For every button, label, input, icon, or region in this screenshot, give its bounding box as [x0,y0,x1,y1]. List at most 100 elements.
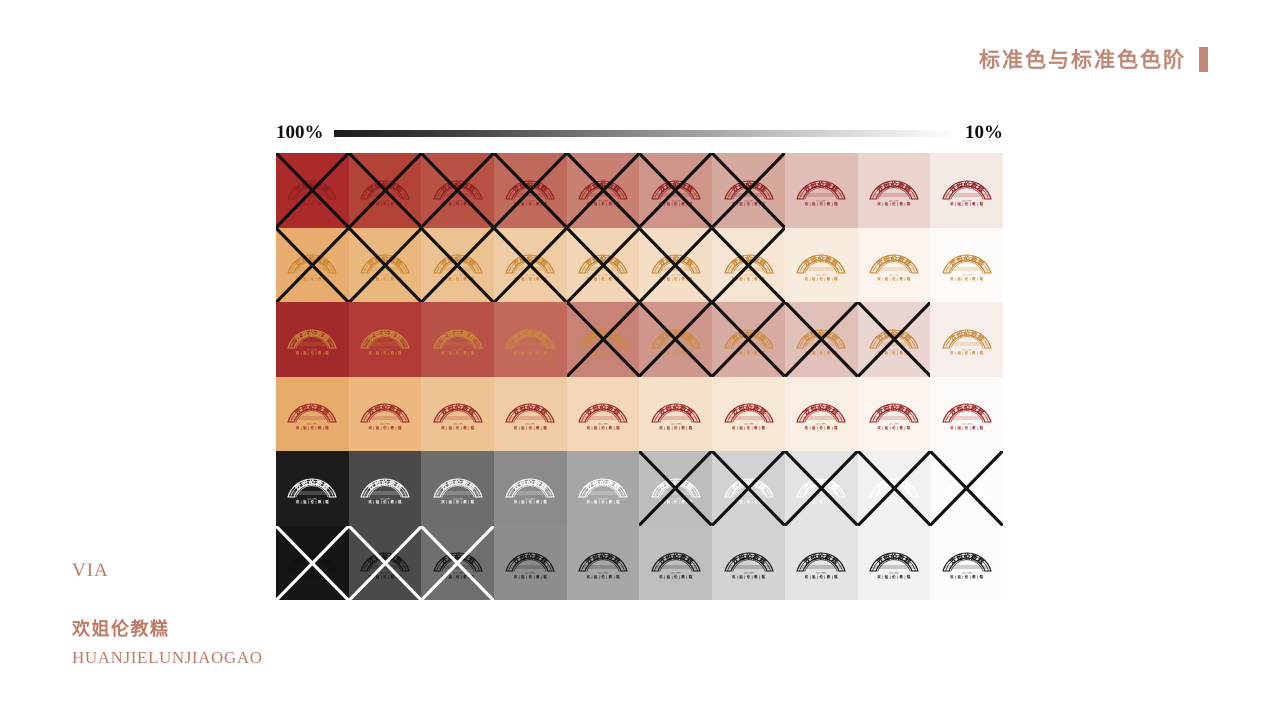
footer-via-label: VIA [72,560,109,581]
swatch-cell[interactable]: 欢姐伦教糕 HUANJIELUNJIAOGAO since 1895 欢 | 姐 | … [712,302,785,377]
svg-text:欢姐伦教糕: 欢姐伦教糕 [947,254,986,269]
brand-logo: 欢姐伦教糕 HUANJIELUNJIAOGAO since 1895 欢 | 姐 | … [866,468,922,508]
swatch-cell[interactable]: 欢姐伦教糕 HUANJIELUNJIAOGAO since 1895 欢 | 姐 | … [276,525,349,600]
svg-text:since 1895: since 1895 [598,573,609,575]
swatch-cell[interactable]: 欢姐伦教糕 HUANJIELUNJIAOGAO since 1895 欢 | 姐 | … [276,376,349,451]
swatch-cell[interactable]: 欢姐伦教糕 HUANJIELUNJIAOGAO since 1895 欢 | 姐 | … [494,302,567,377]
swatch-cell[interactable]: 欢姐伦教糕 HUANJIELUNJIAOGAO since 1895 欢 | 姐 | … [857,302,931,377]
swatch-cell[interactable]: 欢姐伦教糕 HUANJIELUNJIAOGAO since 1895 欢 | 姐 | … [712,153,785,228]
svg-text:欢姐伦教糕: 欢姐伦教糕 [365,478,404,493]
swatch-cell[interactable]: 欢姐伦教糕 HUANJIELUNJIAOGAO since 1895 欢 | 姐 | … [348,227,422,302]
swatch-cell[interactable]: 欢姐伦教糕 HUANJIELUNJIAOGAO since 1895 欢 | 姐 | … [784,525,858,600]
ruler-label-left: 100% [276,122,324,143]
svg-text:欢姐伦教糕: 欢姐伦教糕 [365,329,404,344]
swatch-cell[interactable]: 欢姐伦教糕 HUANJIELUNJIAOGAO since 1895 欢 | 姐 | … [421,376,495,451]
swatch-cell[interactable]: 欢姐伦教糕 HUANJIELUNJIAOGAO since 1895 欢 | 姐 | … [494,451,567,526]
swatch-cell[interactable]: 欢姐伦教糕 HUANJIELUNJIAOGAO since 1895 欢 | 姐 | … [712,525,785,600]
swatch-cell[interactable]: 欢姐伦教糕 HUANJIELUNJIAOGAO since 1895 欢 | 姐 | … [639,302,713,377]
swatch-cell[interactable]: 欢姐伦教糕 HUANJIELUNJIAOGAO since 1895 欢 | 姐 | … [348,302,422,377]
swatch-cell[interactable]: 欢姐伦教糕 HUANJIELUNJIAOGAO since 1895 欢 | 姐 | … [566,227,640,302]
swatch-cell[interactable]: 欢姐伦教糕 HUANJIELUNJIAOGAO since 1895 欢 | 姐 | … [930,525,1003,600]
brand-logo-subline: 欢 | 姐 | 伦 | 教 | 糕 [586,500,620,505]
swatch-cell[interactable]: 欢姐伦教糕 HUANJIELUNJIAOGAO since 1895 欢 | 姐 | … [566,451,640,526]
swatch-cell[interactable]: 欢姐伦教糕 HUANJIELUNJIAOGAO since 1895 欢 | 姐 | … [639,376,713,451]
swatch-cell[interactable]: 欢姐伦教糕 HUANJIELUNJIAOGAO since 1895 欢 | 姐 | … [421,302,495,377]
brand-logo-subline: 欢 | 姐 | 伦 | 教 | 糕 [877,574,911,579]
swatch-cell[interactable]: 欢姐伦教糕 HUANJIELUNJIAOGAO since 1895 欢 | 姐 | … [566,525,640,600]
svg-text:since 1895: since 1895 [526,498,537,500]
swatch-cell[interactable]: 欢姐伦教糕 HUANJIELUNJIAOGAO since 1895 欢 | 姐 | … [930,376,1003,451]
swatch-cell[interactable]: 欢姐伦教糕 HUANJIELUNJIAOGAO since 1895 欢 | 姐 | … [348,451,422,526]
brand-logo-subline: 欢 | 姐 | 伦 | 教 | 糕 [295,351,329,356]
brand-logo: 欢姐伦教糕 HUANJIELUNJIAOGAO since 1895 欢 | 姐 | … [866,543,922,583]
swatch-cell[interactable]: 欢姐伦教糕 HUANJIELUNJIAOGAO since 1895 欢 | 姐 | … [639,451,713,526]
brand-logo-subline: 欢 | 姐 | 伦 | 教 | 糕 [441,500,475,505]
swatch-cell[interactable]: 欢姐伦教糕 HUANJIELUNJIAOGAO since 1895 欢 | 姐 | … [276,302,349,377]
brand-logo: 欢姐伦教糕 HUANJIELUNJIAOGAO since 1895 欢 | 姐 | … [793,468,849,508]
brand-logo: 欢姐伦教糕 HUANJIELUNJIAOGAO since 1895 欢 | 姐 | … [502,468,558,508]
swatch-cell[interactable]: 欢姐伦教糕 HUANJIELUNJIAOGAO since 1895 欢 | 姐 | … [930,227,1003,302]
swatch-cell[interactable]: 欢姐伦教糕 HUANJIELUNJIAOGAO since 1895 欢 | 姐 | … [566,376,640,451]
swatch-cell[interactable]: 欢姐伦教糕 HUANJIELUNJIAOGAO since 1895 欢 | 姐 | … [639,227,713,302]
swatch-cell[interactable]: 欢姐伦教糕 HUANJIELUNJIAOGAO since 1895 欢 | 姐 | … [857,153,931,228]
swatch-cell[interactable]: 欢姐伦教糕 HUANJIELUNJIAOGAO since 1895 欢 | 姐 | … [712,451,785,526]
brand-logo: 欢姐伦教糕 HUANJIELUNJIAOGAO since 1895 欢 | 姐 | … [430,319,486,359]
swatch-cell[interactable]: 欢姐伦教糕 HUANJIELUNJIAOGAO since 1895 欢 | 姐 | … [784,376,858,451]
swatch-cell[interactable]: 欢姐伦教糕 HUANJIELUNJIAOGAO since 1895 欢 | 姐 | … [857,525,931,600]
swatch-cell[interactable]: 欢姐伦教糕 HUANJIELUNJIAOGAO since 1895 欢 | 姐 | … [784,153,858,228]
swatch-cell[interactable]: 欢姐伦教糕 HUANJIELUNJIAOGAO since 1895 欢 | 姐 | … [784,451,858,526]
swatch-cell[interactable]: 欢姐伦教糕 HUANJIELUNJIAOGAO since 1895 欢 | 姐 | … [276,153,349,228]
svg-text:欢姐伦教糕: 欢姐伦教糕 [511,478,550,493]
brand-logo-subline: 欢 | 姐 | 伦 | 教 | 糕 [950,425,984,430]
swatch-cell[interactable]: 欢姐伦教糕 HUANJIELUNJIAOGAO since 1895 欢 | 姐 | … [421,525,495,600]
swatch-cell[interactable]: 欢姐伦教糕 HUANJIELUNJIAOGAO since 1895 欢 | 姐 | … [857,376,931,451]
swatch-cell[interactable]: 欢姐伦教糕 HUANJIELUNJIAOGAO since 1895 欢 | 姐 | … [930,302,1003,377]
svg-text:since 1895: since 1895 [598,498,609,500]
brand-logo: 欢姐伦教糕 HUANJIELUNJIAOGAO since 1895 欢 | 姐 | … [575,468,631,508]
brand-logo-subline: 欢 | 姐 | 伦 | 教 | 糕 [441,276,475,281]
swatch-cell[interactable]: 欢姐伦教糕 HUANJIELUNJIAOGAO since 1895 欢 | 姐 | … [857,451,931,526]
swatch-cell[interactable]: 欢姐伦教糕 HUANJIELUNJIAOGAO since 1895 欢 | 姐 | … [712,227,785,302]
swatch-cell[interactable]: 欢姐伦教糕 HUANJIELUNJIAOGAO since 1895 欢 | 姐 | … [712,376,785,451]
swatch-cell[interactable]: 欢姐伦教糕 HUANJIELUNJIAOGAO since 1895 欢 | 姐 | … [421,153,495,228]
brand-logo-subline: 欢 | 姐 | 伦 | 教 | 糕 [441,574,475,579]
svg-text:欢姐伦教糕: 欢姐伦教糕 [874,552,913,567]
swatch-cell[interactable]: 欢姐伦教糕 HUANJIELUNJIAOGAO since 1895 欢 | 姐 | … [784,227,858,302]
brand-logo-subline: 欢 | 姐 | 伦 | 教 | 糕 [295,202,329,207]
swatch-cell[interactable]: 欢姐伦教糕 HUANJIELUNJIAOGAO since 1895 欢 | 姐 | … [494,227,567,302]
swatch-cell[interactable]: 欢姐伦教糕 HUANJIELUNJIAOGAO since 1895 欢 | 姐 | … [494,153,567,228]
brand-logo: 欢姐伦教糕 HUANJIELUNJIAOGAO since 1895 欢 | 姐 | … [648,394,704,434]
brand-logo: 欢姐伦教糕 HUANJIELUNJIAOGAO since 1895 欢 | 姐 | … [939,543,995,583]
swatch-cell[interactable]: 欢姐伦教糕 HUANJIELUNJIAOGAO since 1895 欢 | 姐 | … [276,227,349,302]
svg-text:since 1895: since 1895 [816,424,827,426]
swatch-cell[interactable]: 欢姐伦教糕 HUANJIELUNJIAOGAO since 1895 欢 | 姐 | … [348,153,422,228]
brand-logo: 欢姐伦教糕 HUANJIELUNJIAOGAO since 1895 欢 | 姐 | … [866,319,922,359]
svg-text:since 1895: since 1895 [308,424,319,426]
swatch-cell[interactable]: 欢姐伦教糕 HUANJIELUNJIAOGAO since 1895 欢 | 姐 | … [494,525,567,600]
swatch-cell[interactable]: 欢姐伦教糕 HUANJIELUNJIAOGAO since 1895 欢 | 姐 | … [566,302,640,377]
swatch-cell[interactable]: 欢姐伦教糕 HUANJIELUNJIAOGAO since 1895 欢 | 姐 | … [930,153,1003,228]
swatch-cell[interactable]: 欢姐伦教糕 HUANJIELUNJIAOGAO since 1895 欢 | 姐 | … [421,227,495,302]
brand-logo: 欢姐伦教糕 HUANJIELUNJIAOGAO since 1895 欢 | 姐 | … [430,468,486,508]
swatch-cell[interactable]: 欢姐伦教糕 HUANJIELUNJIAOGAO since 1895 欢 | 姐 | … [348,376,422,451]
swatch-cell[interactable]: 欢姐伦教糕 HUANJIELUNJIAOGAO since 1895 欢 | 姐 | … [348,525,422,600]
brand-logo: 欢姐伦教糕 HUANJIELUNJIAOGAO since 1895 欢 | 姐 | … [721,468,777,508]
svg-text:since 1895: since 1895 [526,424,537,426]
swatch-cell[interactable]: 欢姐伦教糕 HUANJIELUNJIAOGAO since 1895 欢 | 姐 | … [930,451,1003,526]
slide-header: 标准色与标准色色阶 [979,44,1208,74]
swatch-cell[interactable]: 欢姐伦教糕 HUANJIELUNJIAOGAO since 1895 欢 | 姐 | … [784,302,858,377]
swatch-cell[interactable]: 欢姐伦教糕 HUANJIELUNJIAOGAO since 1895 欢 | 姐 | … [639,525,713,600]
swatch-cell[interactable]: 欢姐伦教糕 HUANJIELUNJIAOGAO since 1895 欢 | 姐 | … [857,227,931,302]
swatch-cell[interactable]: 欢姐伦教糕 HUANJIELUNJIAOGAO since 1895 欢 | 姐 | … [494,376,567,451]
swatch-cell[interactable]: 欢姐伦教糕 HUANJIELUNJIAOGAO since 1895 欢 | 姐 | … [639,153,713,228]
brand-logo-subline: 欢 | 姐 | 伦 | 教 | 糕 [804,425,838,430]
swatch-cell[interactable]: 欢姐伦教糕 HUANJIELUNJIAOGAO since 1895 欢 | 姐 | … [276,451,349,526]
swatch-cell[interactable]: 欢姐伦教糕 HUANJIELUNJIAOGAO since 1895 欢 | 姐 | … [421,451,495,526]
swatch-cell[interactable]: 欢姐伦教糕 HUANJIELUNJIAOGAO since 1895 欢 | 姐 | … [566,153,640,228]
